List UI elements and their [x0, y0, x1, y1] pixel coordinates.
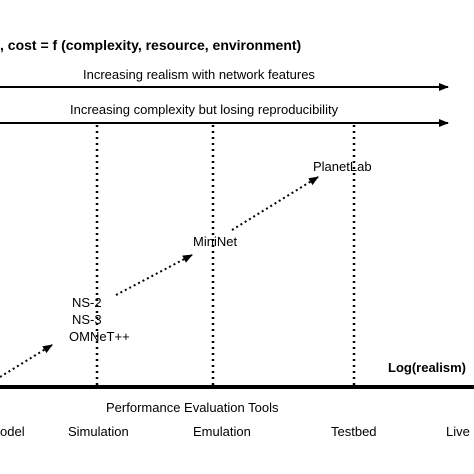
cost-heading: , cost = f (complexity, resource, enviro… [0, 37, 302, 53]
complexity-arrow-label: Increasing complexity but losing reprodu… [70, 102, 339, 117]
omnetpp-label: OMNeT++ [69, 329, 130, 344]
mininet-to-planetlab-arrow [231, 176, 319, 231]
mininet-label: MiniNet [193, 234, 238, 249]
axis-caption: Performance Evaluation Tools [106, 400, 279, 415]
ns2-label: NS-2 [72, 295, 102, 310]
ns-to-mininet-arrow [115, 254, 193, 296]
category-simulation: Simulation [68, 424, 129, 439]
realism-arrow-label: Increasing realism with network features [83, 67, 315, 82]
model-to-ns-arrow [0, 344, 53, 378]
ns3-label: NS-3 [72, 312, 102, 327]
category-testbed: Testbed [331, 424, 377, 439]
category-emulation: Emulation [193, 424, 251, 439]
planetlab-label: PlanetLab [313, 159, 372, 174]
log-realism-label: Log(realism) [388, 360, 467, 375]
category-model: odel [0, 424, 25, 439]
category-live: Live [446, 424, 470, 439]
